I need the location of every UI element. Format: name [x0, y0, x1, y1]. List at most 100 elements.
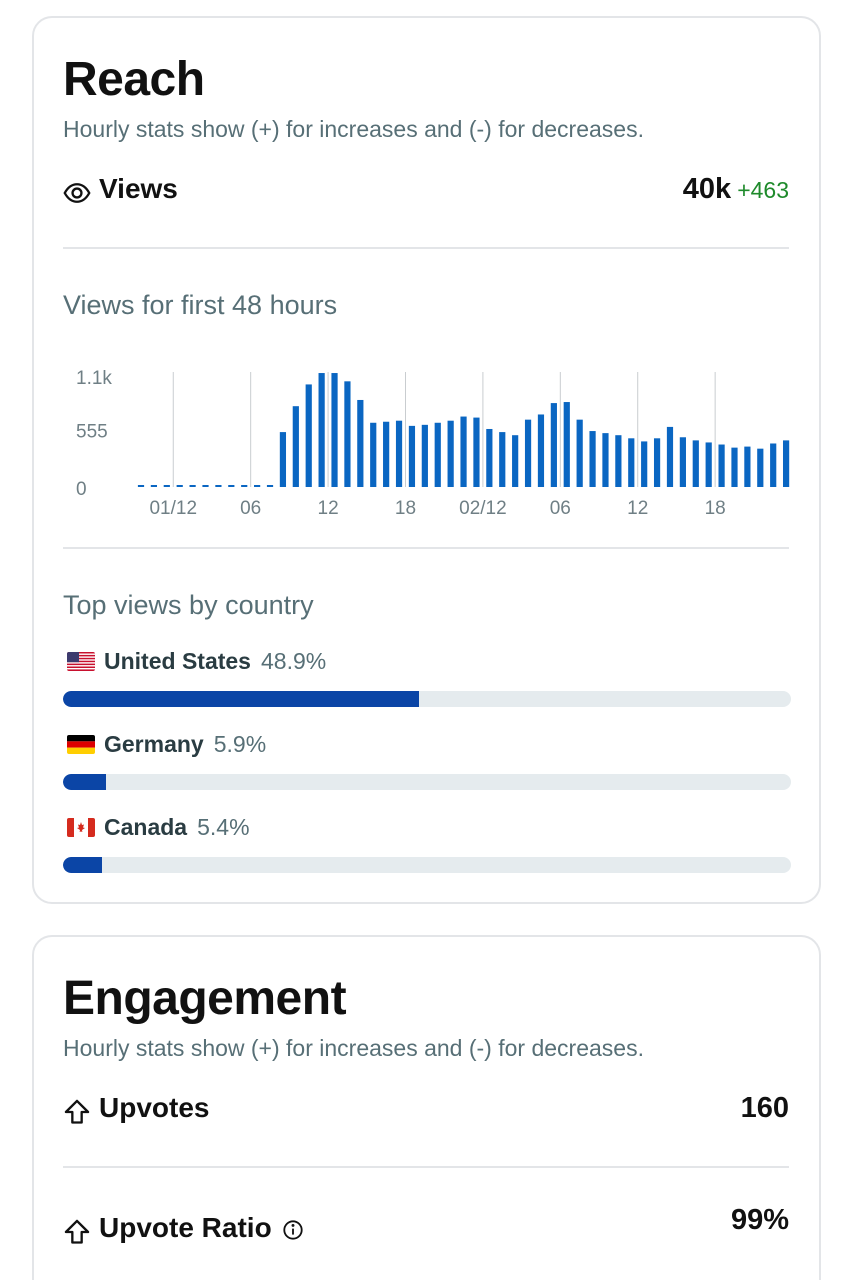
chart-bar[interactable]	[550, 403, 557, 487]
chart-bar[interactable]	[305, 384, 312, 487]
upvote-icon	[64, 1219, 90, 1244]
chart-bar[interactable]	[395, 420, 403, 487]
country-percent: 48.9%	[260, 648, 327, 674]
chart-x-tick-label: 01/12	[149, 498, 197, 518]
country-bar-track	[63, 857, 791, 873]
chart-bar[interactable]	[331, 373, 338, 487]
chart-bar[interactable]	[473, 417, 480, 487]
chart-bar[interactable]	[228, 485, 235, 487]
chart-bar[interactable]	[383, 421, 390, 487]
chart-x-tick-label: 02/12	[459, 498, 507, 518]
country-bar-fill	[63, 857, 103, 873]
chart-x-tick-label: 06	[240, 498, 261, 518]
upvote-ratio-label-group: Upvote Ratio	[99, 1212, 304, 1244]
upvotes-stat-row[interactable]: Upvotes 160	[63, 1092, 789, 1132]
upvote-ratio-value: 99%	[730, 1204, 789, 1236]
chart-x-tick-label: 12	[318, 498, 339, 518]
country-name-group: United States 48.9%	[104, 648, 326, 675]
country-bar-fill	[63, 691, 419, 707]
chart-bar[interactable]	[357, 399, 364, 487]
upvote-ratio-stat-row[interactable]: Upvote Ratio 99%	[63, 1204, 789, 1252]
chart-y-tick-label: 1.1k	[76, 368, 112, 389]
country-name: United States	[104, 648, 251, 674]
chart-y-tick-label: 0	[76, 479, 87, 500]
chart-bar[interactable]	[318, 373, 325, 487]
chart-bar[interactable]	[344, 381, 351, 487]
chart-bar[interactable]	[408, 425, 416, 487]
views-stat-row[interactable]: Views 40k +463	[63, 173, 789, 213]
chart-bar[interactable]	[512, 435, 519, 487]
chart-y-tick-label: 555	[76, 422, 108, 443]
chart-bar[interactable]	[628, 438, 635, 487]
chart-bar[interactable]	[641, 441, 648, 487]
chart-bar[interactable]	[421, 424, 428, 487]
chart-bar[interactable]	[499, 432, 506, 487]
chart-bar[interactable]	[202, 485, 209, 487]
countries-heading: Top views by country	[63, 590, 314, 620]
country-name-group: Canada 5.4%	[104, 814, 250, 841]
chart-bar[interactable]	[176, 485, 183, 487]
upvotes-label: Upvotes	[99, 1092, 210, 1123]
chart-bar[interactable]	[576, 419, 583, 487]
views-chart-svg: 1.1k 555 0 01/12 06 12 18 02/12 06 12 18	[76, 368, 803, 519]
divider	[63, 1166, 789, 1168]
chart-bar[interactable]	[666, 426, 674, 487]
views-label: Views	[99, 173, 178, 204]
chart-x-tick-label: 18	[705, 498, 726, 518]
views-value: 40k	[682, 173, 732, 205]
chart-bar[interactable]	[692, 440, 699, 487]
chart-bar[interactable]	[447, 420, 454, 487]
chart-x-tick-label: 12	[627, 498, 648, 518]
divider	[63, 547, 789, 549]
chart-bar[interactable]	[150, 485, 158, 487]
upvotes-value: 160	[740, 1092, 789, 1124]
country-percent: 5.4%	[197, 814, 250, 840]
country-percent: 5.9%	[213, 731, 267, 757]
engagement-title: Engagement	[63, 972, 347, 1025]
chart-bar[interactable]	[279, 432, 287, 487]
reach-subtitle: Hourly stats show (+) for increases and …	[63, 116, 644, 142]
country-bar-fill	[63, 774, 106, 790]
chart-bar[interactable]	[434, 422, 441, 487]
chart-bar[interactable]	[370, 422, 377, 487]
divider	[63, 247, 789, 249]
info-icon[interactable]	[282, 1219, 304, 1241]
views-value-group: 40k +463	[683, 173, 789, 206]
chart-bar[interactable]	[163, 485, 170, 487]
chart-bar[interactable]	[615, 435, 622, 487]
chart-x-tick-label: 06	[550, 498, 571, 518]
chart-bar[interactable]	[770, 443, 777, 487]
chart-bar[interactable]	[782, 440, 790, 487]
country-bar-track	[63, 691, 791, 707]
eye-icon	[63, 183, 91, 203]
chart-bar[interactable]	[731, 447, 738, 487]
de-flag-icon	[67, 735, 95, 754]
country-name: Canada	[104, 814, 188, 840]
chart-heading: Views for first 48 hours	[63, 290, 338, 320]
chart-bar[interactable]	[705, 442, 712, 487]
chart-bar[interactable]	[524, 419, 532, 487]
chart-x-tick-label: 18	[395, 498, 416, 518]
chart-bar[interactable]	[241, 485, 248, 487]
engagement-subtitle: Hourly stats show (+) for increases and …	[63, 1035, 644, 1061]
chart-bar[interactable]	[653, 438, 661, 487]
chart-bar[interactable]	[563, 402, 570, 487]
chart-bar[interactable]	[486, 428, 493, 487]
chart-bar[interactable]	[254, 485, 261, 487]
upvote-ratio-label: Upvote Ratio	[99, 1212, 272, 1243]
chart-bar[interactable]	[215, 485, 222, 487]
country-name: Germany	[104, 731, 204, 757]
chart-bar[interactable]	[679, 437, 686, 487]
views-delta: +463	[737, 177, 789, 203]
chart-bar[interactable]	[602, 433, 609, 487]
chart-bar[interactable]	[744, 446, 751, 487]
chart-bar[interactable]	[537, 414, 545, 487]
chart-bar[interactable]	[460, 416, 467, 487]
chart-bar[interactable]	[137, 485, 145, 487]
chart-bar[interactable]	[718, 444, 725, 487]
chart-bar[interactable]	[589, 431, 596, 487]
chart-bar[interactable]	[266, 485, 274, 487]
chart-bar[interactable]	[189, 485, 196, 487]
chart-bar[interactable]	[757, 448, 764, 487]
chart-bar[interactable]	[292, 406, 299, 487]
